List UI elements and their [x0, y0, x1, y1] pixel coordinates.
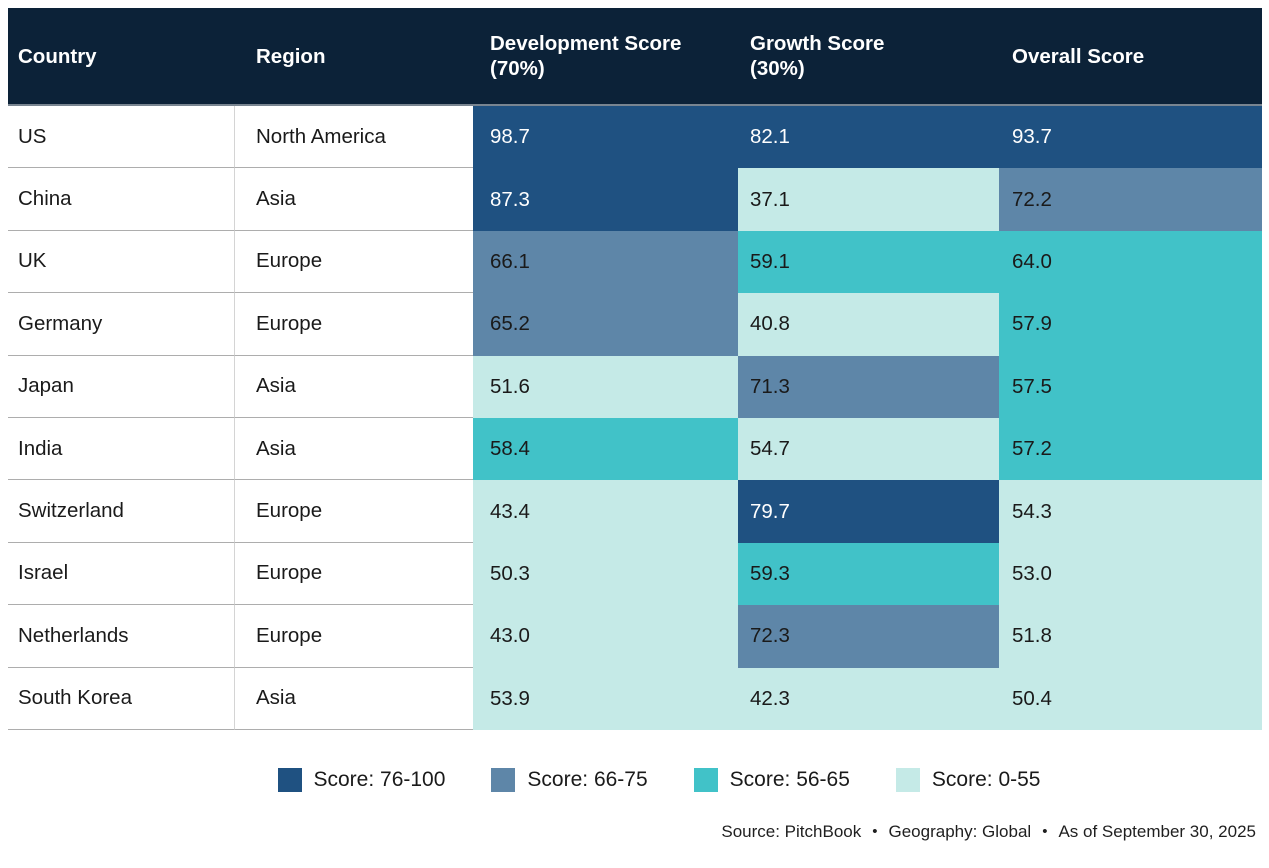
region-cell: Asia [235, 355, 473, 418]
growth-score-cell: 72.3 [738, 605, 999, 668]
development-score-cell: 43.4 [473, 480, 738, 543]
development-score-cell: 87.3 [473, 168, 738, 231]
region-cell: Asia [235, 168, 473, 231]
growth-score-cell: 40.8 [738, 293, 999, 356]
table-header-row: Country Region Development Score (70%) G… [8, 8, 1262, 106]
development-score-cell: 65.2 [473, 293, 738, 356]
country-cell: Germany [8, 293, 235, 356]
source-footnote: Source: PitchBook • Geography: Global • As o… [8, 822, 1262, 842]
legend-label: Score: 66-75 [527, 767, 648, 791]
footnote-geography: Geography: Global [888, 821, 1032, 841]
development-score-cell: 43.0 [473, 605, 738, 668]
region-cell: Europe [235, 230, 473, 294]
region-cell: Europe [235, 605, 473, 668]
overall-score-cell: 57.2 [999, 417, 1262, 481]
column-header-region: Region [235, 8, 473, 104]
country-cell: Netherlands [8, 605, 235, 668]
region-cell: Europe [235, 542, 473, 606]
column-header-label: Region [256, 44, 326, 68]
footnote-as-of: As of September 30, 2025 [1058, 821, 1256, 841]
table-row: Japan Asia 51.6 71.3 57.5 [8, 355, 1262, 418]
table-row: Israel Europe 50.3 59.3 53.0 [8, 542, 1262, 606]
region-cell: Asia [235, 417, 473, 481]
growth-score-cell: 79.7 [738, 480, 999, 543]
legend-item: Score: 76-100 [277, 767, 446, 792]
table-row: Germany Europe 65.2 40.8 57.9 [8, 293, 1262, 356]
table-row: US North America 98.7 82.1 93.7 [8, 106, 1262, 169]
overall-score-cell: 64.0 [999, 230, 1262, 294]
score-table: Country Region Development Score (70%) G… [8, 8, 1262, 842]
table-row: UK Europe 66.1 59.1 64.0 [8, 230, 1262, 294]
country-cell: UK [8, 230, 235, 294]
column-header-weight: (70%) [490, 57, 545, 80]
legend-label: Score: 76-100 [313, 767, 446, 791]
growth-score-cell: 42.3 [738, 667, 999, 730]
bullet-separator: • [872, 822, 878, 840]
overall-score-cell: 93.7 [999, 106, 1262, 169]
column-header-overall-score: Overall Score [999, 8, 1262, 104]
overall-score-cell: 54.3 [999, 480, 1262, 543]
country-cell: Japan [8, 355, 235, 418]
legend-item: Score: 56-65 [693, 767, 850, 792]
region-cell: Europe [235, 480, 473, 543]
column-header-label: Country [18, 44, 97, 68]
column-header-label: Overall Score [1012, 44, 1145, 68]
table-row: South Korea Asia 53.9 42.3 50.4 [8, 667, 1262, 730]
growth-score-cell: 82.1 [738, 106, 999, 169]
country-cell: India [8, 417, 235, 481]
legend-swatch-56-65 [693, 767, 718, 792]
legend-swatch-0-55 [895, 767, 920, 792]
country-cell: US [8, 106, 235, 169]
legend: Score: 76-100 Score: 66-75 Score: 56-65 … [8, 767, 1262, 792]
column-header-label: Growth Score [750, 32, 885, 55]
column-header-label: Development Score [490, 32, 682, 55]
development-score-cell: 50.3 [473, 542, 738, 606]
legend-item: Score: 0-55 [895, 767, 1041, 792]
legend-label: Score: 0-55 [931, 767, 1041, 791]
growth-score-cell: 37.1 [738, 168, 999, 231]
overall-score-cell: 53.0 [999, 542, 1262, 606]
region-cell: North America [235, 106, 473, 169]
column-header-development-score: Development Score (70%) [473, 8, 738, 104]
overall-score-cell: 50.4 [999, 667, 1262, 730]
bullet-separator: • [1042, 822, 1048, 840]
growth-score-cell: 54.7 [738, 417, 999, 481]
development-score-cell: 53.9 [473, 667, 738, 730]
growth-score-cell: 71.3 [738, 355, 999, 418]
overall-score-cell: 57.5 [999, 355, 1262, 418]
legend-label: Score: 56-65 [729, 767, 850, 791]
column-header-country: Country [8, 8, 235, 104]
development-score-cell: 58.4 [473, 417, 738, 481]
development-score-cell: 66.1 [473, 230, 738, 294]
country-cell: South Korea [8, 667, 235, 730]
legend-swatch-76-100 [277, 767, 302, 792]
country-cell: Israel [8, 542, 235, 606]
table-body: US North America 98.7 82.1 93.7 China As… [8, 106, 1262, 730]
footnote-source: Source: PitchBook [721, 821, 862, 841]
development-score-cell: 98.7 [473, 106, 738, 169]
column-header-weight: (30%) [750, 57, 805, 80]
overall-score-cell: 72.2 [999, 168, 1262, 231]
overall-score-cell: 57.9 [999, 293, 1262, 356]
country-cell: China [8, 168, 235, 231]
region-cell: Asia [235, 667, 473, 730]
legend-item: Score: 66-75 [491, 767, 648, 792]
table-row: China Asia 87.3 37.1 72.2 [8, 168, 1262, 231]
region-cell: Europe [235, 293, 473, 356]
country-cell: Switzerland [8, 480, 235, 543]
table-row: Netherlands Europe 43.0 72.3 51.8 [8, 605, 1262, 668]
column-header-growth-score: Growth Score (30%) [738, 8, 999, 104]
table-row: Switzerland Europe 43.4 79.7 54.3 [8, 480, 1262, 543]
growth-score-cell: 59.3 [738, 542, 999, 606]
development-score-cell: 51.6 [473, 355, 738, 418]
table-row: India Asia 58.4 54.7 57.2 [8, 417, 1262, 481]
overall-score-cell: 51.8 [999, 605, 1262, 668]
growth-score-cell: 59.1 [738, 230, 999, 294]
legend-swatch-66-75 [491, 767, 516, 792]
